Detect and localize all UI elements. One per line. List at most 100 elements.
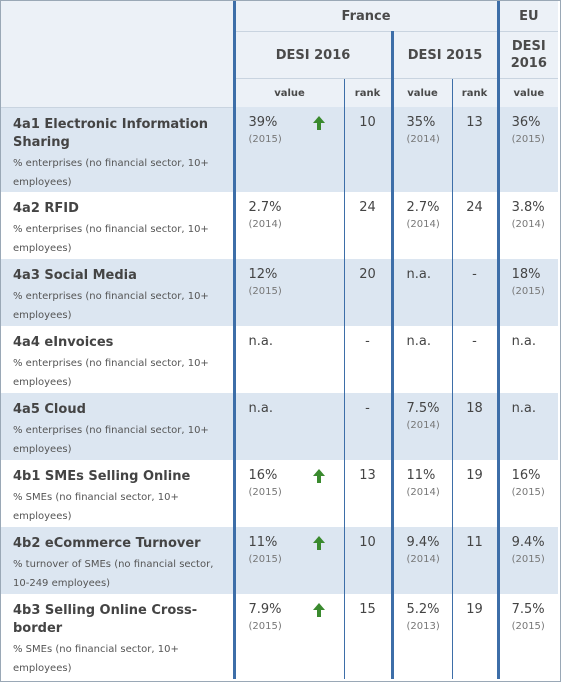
value-2016-cell: 2.7% (2014) — [232, 192, 294, 259]
value-eu-year: (2015) — [511, 134, 545, 145]
value-2015-cell: 11% (2014) — [390, 460, 452, 527]
value-2015: 35% — [406, 115, 436, 130]
table-body: 4a1 Electronic Information Sharing % ent… — [1, 107, 559, 679]
indicator-cell: 4b2 eCommerce Turnover % turnover of SME… — [1, 527, 234, 594]
value-2016: 16% — [248, 468, 278, 483]
value-2016: 2.7% — [248, 200, 282, 215]
value-eu-cell: n.a. — [496, 393, 559, 460]
value-2015-year: (2014) — [406, 487, 440, 498]
value-eu: 36% — [511, 115, 541, 130]
value-eu-cell: 18% (2015) — [496, 259, 559, 326]
table-row: 4b1 SMEs Selling Online % SMEs (no finan… — [1, 460, 559, 527]
header-eu-desi-2016: DESI 2016 — [496, 31, 559, 79]
indicator-description: % enterprises (no financial sector, 10+ … — [13, 425, 209, 455]
value-eu-cell: 3.8% (2014) — [496, 192, 559, 259]
indicator-description: % SMEs (no financial sector, 10+ employe… — [13, 492, 179, 522]
indicator-name: 4a3 Social Media — [13, 268, 137, 283]
indicator-description: % enterprises (no financial sector, 10+ … — [13, 291, 209, 321]
value-2015: 11% — [406, 468, 436, 483]
indicator-cell: 4b3 Selling Online Cross-border % SMEs (… — [1, 594, 234, 679]
header-eu: EU — [496, 1, 559, 32]
value-eu-year: (2015) — [511, 621, 545, 632]
table-row: 4a3 Social Media % enterprises (no finan… — [1, 259, 559, 326]
rank-2015: 13 — [451, 107, 499, 192]
rank-2015: - — [451, 259, 499, 326]
value-2015: n.a. — [406, 334, 431, 349]
table-row: 4b2 eCommerce Turnover % turnover of SME… — [1, 527, 559, 594]
trend-cell — [294, 594, 344, 679]
value-eu-cell: 16% (2015) — [496, 460, 559, 527]
value-2016-year: (2014) — [248, 219, 282, 230]
rank-2015: 24 — [451, 192, 499, 259]
rank-2016: 10 — [343, 107, 392, 192]
trend-cell — [294, 192, 344, 259]
indicator-description: % enterprises (no financial sector, 10+ … — [13, 358, 209, 388]
value-2015-year: (2014) — [406, 219, 440, 230]
trend-cell — [294, 460, 344, 527]
value-2015: 7.5% — [406, 401, 440, 416]
rank-2016: 15 — [343, 594, 392, 679]
indicator-description: % enterprises (no financial sector, 10+ … — [13, 157, 209, 188]
value-eu: 16% — [511, 468, 541, 483]
value-2015-year: (2014) — [406, 420, 440, 431]
rank-2016: - — [343, 393, 392, 460]
trend-cell — [294, 326, 344, 393]
indicator-cell: 4b1 SMEs Selling Online % SMEs (no finan… — [1, 460, 234, 527]
value-2016: n.a. — [248, 334, 273, 349]
header-desi-2016: DESI 2016 — [232, 31, 392, 79]
indicator-description: % SMEs (no financial sector, 10+ employe… — [13, 644, 179, 674]
rank-2015: 11 — [451, 527, 499, 594]
indicator-name: 4a5 Cloud — [13, 402, 86, 417]
value-2016-cell: 12% (2015) — [232, 259, 294, 326]
trend-cell — [294, 259, 344, 326]
value-2015-year: (2013) — [406, 621, 440, 632]
table-row: 4a2 RFID % enterprises (no financial sec… — [1, 192, 559, 259]
table-row: 4a1 Electronic Information Sharing % ent… — [1, 107, 559, 192]
value-eu-cell: n.a. — [496, 326, 559, 393]
value-2015-year: (2014) — [406, 554, 440, 565]
rank-2016: 20 — [343, 259, 392, 326]
table-row: 4b3 Selling Online Cross-border % SMEs (… — [1, 594, 559, 679]
trend-cell — [294, 107, 344, 192]
indicator-name: 4b3 Selling Online Cross-border — [13, 603, 198, 636]
trend-cell — [294, 393, 344, 460]
value-eu: n.a. — [511, 334, 537, 349]
value-eu-year: (2014) — [511, 219, 545, 230]
value-2016-year: (2015) — [248, 621, 282, 632]
value-2015-cell: 35% (2014) — [390, 107, 452, 192]
rank-2015: 19 — [451, 594, 499, 679]
trend-cell — [294, 527, 344, 594]
arrow-up-icon — [312, 536, 325, 550]
indicator-cell: 4a1 Electronic Information Sharing % ent… — [1, 107, 234, 192]
value-eu-year: (2015) — [511, 487, 545, 498]
header-rank-2016: rank — [343, 78, 392, 107]
table-row: 4a4 eInvoices % enterprises (no financia… — [1, 326, 559, 393]
indicator-description: % enterprises (no financial sector, 10+ … — [13, 224, 209, 254]
indicator-description: % turnover of SMEs (no financial sector,… — [13, 559, 214, 589]
table-row: 4a5 Cloud % enterprises (no financial se… — [1, 393, 559, 460]
value-2015-cell: 9.4% (2014) — [390, 527, 452, 594]
indicator-cell: 4a4 eInvoices % enterprises (no financia… — [1, 326, 234, 393]
indicator-name: 4a1 Electronic Information Sharing — [13, 116, 209, 150]
value-2016-year: (2015) — [248, 487, 282, 498]
value-2016: 39% — [248, 115, 278, 130]
value-eu-cell: 7.5% (2015) — [496, 594, 559, 679]
indicator-name: 4a4 eInvoices — [13, 335, 114, 350]
value-2015-cell: n.a. — [390, 326, 452, 393]
value-2016: 7.9% — [248, 602, 282, 617]
header-eu-desi-line1: DESI — [511, 39, 546, 54]
header-country: France — [232, 1, 499, 32]
indicator-cell: 4a5 Cloud % enterprises (no financial se… — [1, 393, 234, 460]
value-2015-cell: 5.2% (2013) — [390, 594, 452, 679]
value-2015-cell: 7.5% (2014) — [390, 393, 452, 460]
value-2016-year: (2015) — [248, 286, 282, 297]
header-blank-cell — [1, 1, 234, 108]
value-eu-year: (2015) — [511, 554, 545, 565]
indicator-cell: 4a3 Social Media % enterprises (no finan… — [1, 259, 234, 326]
header-value-2016: value — [232, 78, 344, 107]
rank-2016: 10 — [343, 527, 392, 594]
rank-2015: - — [451, 326, 499, 393]
value-eu: 7.5% — [511, 602, 545, 617]
value-2016-year: (2015) — [248, 554, 282, 565]
